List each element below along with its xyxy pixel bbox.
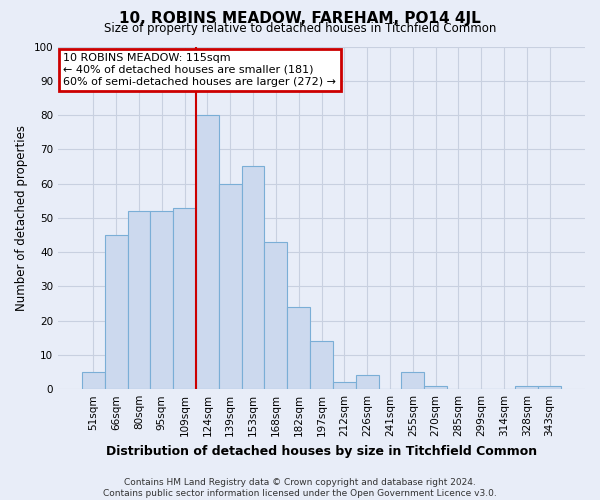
Bar: [82, 372, 105, 389]
Text: 10 ROBINS MEADOW: 115sqm
← 40% of detached houses are smaller (181)
60% of semi-: 10 ROBINS MEADOW: 115sqm ← 40% of detach…: [64, 54, 337, 86]
Bar: [151, 211, 173, 389]
Bar: [310, 341, 333, 389]
Bar: [333, 382, 356, 389]
Bar: [242, 166, 265, 389]
Bar: [219, 184, 242, 389]
Bar: [128, 211, 151, 389]
Text: 10, ROBINS MEADOW, FAREHAM, PO14 4JL: 10, ROBINS MEADOW, FAREHAM, PO14 4JL: [119, 12, 481, 26]
Y-axis label: Number of detached properties: Number of detached properties: [15, 125, 28, 311]
Bar: [515, 386, 538, 389]
Bar: [401, 372, 424, 389]
Bar: [424, 386, 447, 389]
Bar: [196, 115, 219, 389]
Bar: [173, 208, 196, 389]
Bar: [105, 235, 128, 389]
Bar: [538, 386, 561, 389]
Bar: [287, 307, 310, 389]
Text: Size of property relative to detached houses in Titchfield Common: Size of property relative to detached ho…: [104, 22, 496, 35]
X-axis label: Distribution of detached houses by size in Titchfield Common: Distribution of detached houses by size …: [106, 444, 537, 458]
Text: Contains HM Land Registry data © Crown copyright and database right 2024.
Contai: Contains HM Land Registry data © Crown c…: [103, 478, 497, 498]
Bar: [265, 242, 287, 389]
Bar: [356, 376, 379, 389]
